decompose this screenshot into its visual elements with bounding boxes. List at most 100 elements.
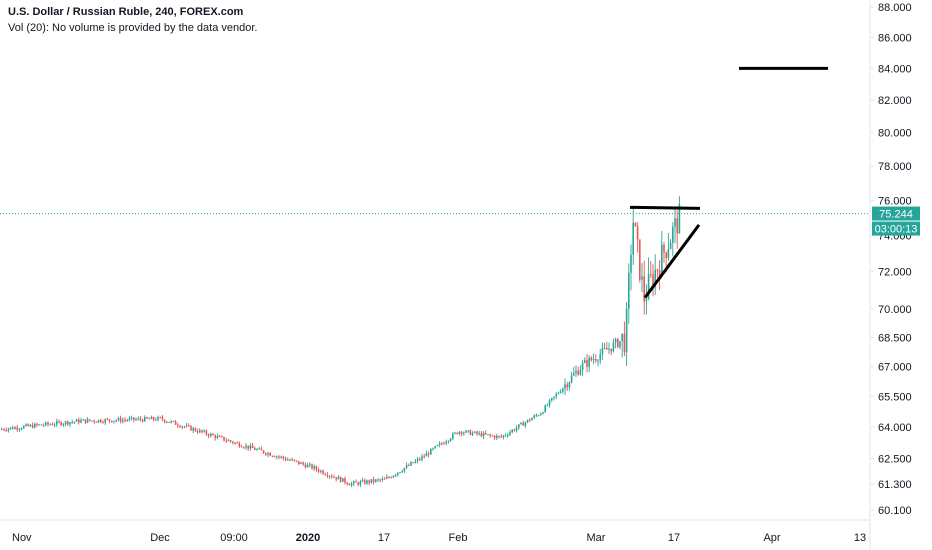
- candle-body-245: [540, 413, 542, 416]
- candle-body-242: [533, 415, 535, 419]
- candle-body-31: [69, 422, 71, 425]
- candle-body-306: [674, 218, 676, 227]
- candle-body-276: [608, 348, 610, 350]
- candle-body-269: [592, 359, 595, 361]
- candle-body-114: [251, 445, 254, 449]
- candle-body-16: [36, 423, 38, 425]
- candle-body-8: [18, 428, 21, 430]
- candle-body-221: [487, 434, 489, 436]
- candle-body-70: [155, 419, 157, 421]
- candle-body-75: [166, 421, 168, 423]
- candle-body-83: [183, 426, 186, 428]
- candle-body-177: [390, 477, 392, 479]
- candle-body-21: [47, 422, 49, 425]
- candle-body-171: [377, 479, 379, 481]
- candle-body-50: [111, 420, 113, 422]
- x-tick-label-3: 2020: [296, 532, 320, 544]
- candle-body-295: [650, 274, 652, 276]
- y-axis[interactable]: 88.000 86.000 84.000 82.000 80.000 78.000 76.0…: [870, 2, 912, 517]
- candle-body-239: [526, 419, 529, 423]
- candle-body-236: [520, 422, 522, 425]
- y-tick-label-2: 84.000: [878, 63, 912, 75]
- candle-body-165: [364, 480, 366, 484]
- candle-body-202: [445, 441, 447, 444]
- candle-body-286: [630, 254, 632, 273]
- candle-body-101: [223, 436, 225, 441]
- candle-body-115: [254, 448, 256, 450]
- candle-body-198: [436, 445, 439, 447]
- candle-body-24: [53, 424, 56, 426]
- candle-body-160: [353, 481, 355, 484]
- candle-body-18: [40, 424, 43, 426]
- candle-body-288: [634, 222, 637, 227]
- candle-body-35: [78, 419, 80, 423]
- candle-body-59: [130, 417, 133, 419]
- candle-body-193: [425, 453, 428, 457]
- candle-body-58: [128, 418, 131, 421]
- candle-body-196: [432, 448, 434, 450]
- candle-body-183: [403, 467, 406, 472]
- x-tick-label-2: 09:00: [220, 532, 248, 544]
- candle-body-203: [447, 440, 450, 442]
- candle-body-41: [91, 420, 93, 422]
- drawings-layer[interactable]: [629, 66, 828, 299]
- x-tick-label-7: 17: [668, 532, 680, 544]
- candle-body-157: [346, 482, 348, 485]
- candle-body-51: [113, 420, 115, 422]
- candle-body-254: [559, 391, 562, 393]
- candle-body-46: [102, 422, 104, 424]
- candle-body-186: [410, 462, 412, 466]
- y-tick-label-4: 80.000: [878, 128, 912, 140]
- candle-body-287: [632, 222, 634, 255]
- chart-title: U.S. Dollar / Russian Ruble, 240, FOREX.…: [8, 6, 244, 18]
- candle-body-201: [443, 443, 445, 445]
- candle-body-62: [137, 418, 139, 420]
- candle-body-120: [265, 453, 267, 455]
- candle-body-128: [282, 456, 285, 459]
- candle-body-292: [643, 276, 645, 302]
- candle-body-280: [617, 339, 619, 348]
- y-tick-label-8: 72.000: [878, 267, 912, 279]
- candle-body-299: [658, 270, 661, 276]
- candle-body-298: [656, 269, 659, 271]
- candle-body-230: [507, 434, 509, 436]
- candle-body-112: [247, 445, 249, 449]
- candle-body-234: [515, 427, 518, 431]
- candle-body-208: [458, 431, 461, 435]
- candle-body-43: [95, 421, 98, 423]
- candle-body-88: [194, 428, 197, 432]
- x-tick-label-0: Nov: [12, 532, 32, 544]
- candle-body-300: [661, 244, 663, 276]
- candle-body-207: [456, 432, 458, 435]
- candle-body-74: [163, 419, 166, 422]
- candle-body-134: [295, 460, 298, 462]
- candle-body-63: [139, 418, 142, 420]
- candle-body-131: [289, 459, 291, 461]
- candle-body-175: [386, 477, 388, 479]
- candle-body-84: [185, 425, 188, 427]
- y-tick-label-10: 68.500: [878, 332, 912, 344]
- candle-body-45: [100, 419, 102, 423]
- candle-body-121: [267, 453, 269, 455]
- x-axis[interactable]: Nov Dec 09:00 2020 17 Feb Mar 17 Apr 13: [12, 532, 866, 544]
- candle-body-263: [579, 369, 582, 375]
- candle-body-179: [394, 474, 397, 476]
- candle-body-147: [324, 473, 326, 475]
- candle-body-241: [531, 418, 533, 421]
- candle-body-104: [229, 440, 232, 442]
- candle-body-22: [49, 424, 51, 426]
- candle-body-262: [577, 370, 579, 375]
- y-tick-label-16: 60.100: [878, 505, 912, 517]
- candle-body-73: [161, 417, 164, 420]
- candle-body-178: [392, 475, 395, 478]
- last-price-tag: [872, 206, 920, 221]
- candle-body-235: [518, 424, 520, 428]
- candle-body-293: [645, 298, 648, 302]
- candle-body-243: [535, 415, 538, 417]
- candle-body-15: [34, 423, 36, 428]
- candle-body-66: [146, 417, 148, 419]
- candle-body-164: [361, 480, 364, 482]
- candle-body-270: [595, 359, 597, 361]
- candle-body-305: [672, 226, 674, 243]
